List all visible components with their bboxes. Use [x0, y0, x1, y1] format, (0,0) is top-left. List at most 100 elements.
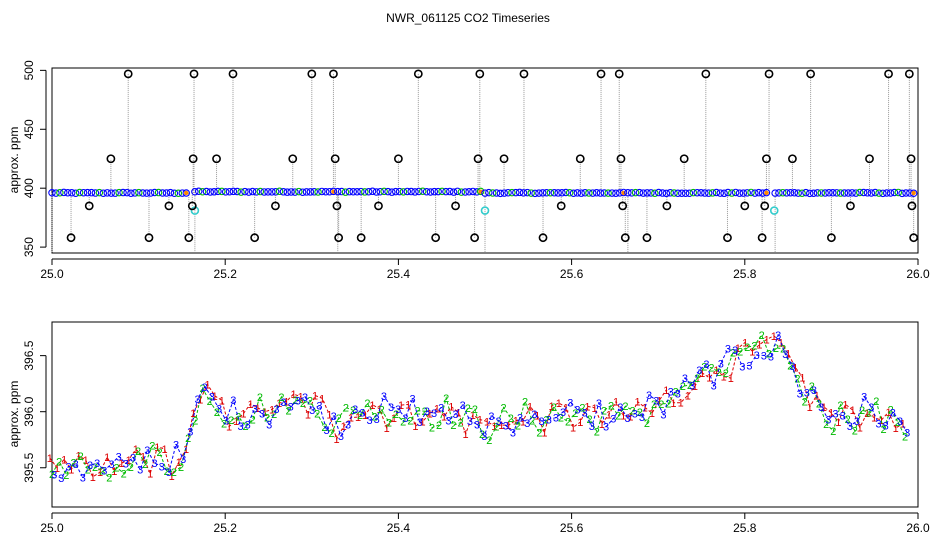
series-2-marker: 2 [852, 426, 858, 438]
data-point [248, 187, 257, 196]
series-2-marker: 2 [723, 368, 729, 380]
series-2-line [51, 333, 906, 479]
series-1-marker: 1 [412, 421, 418, 433]
series-2-marker: 2 [300, 398, 306, 410]
data-point [415, 187, 423, 196]
data-point [782, 189, 791, 197]
outlier-point [614, 69, 624, 79]
series-1-marker: 1 [233, 416, 239, 428]
series-2-marker: 2 [443, 393, 449, 405]
series-3-marker: 3 [861, 392, 867, 404]
series-2-marker: 2 [708, 363, 714, 375]
data-point [512, 188, 520, 197]
bottom-x-axis: 25.0 25.2 25.4 25.6 25.8 26.0 [40, 512, 930, 535]
series-2-marker: 2 [501, 403, 507, 415]
bottom-panel: approx. ppm 25.0 25.2 25.4 25.6 25.8 26.0 395… [7, 321, 930, 535]
series-3-marker: 3 [266, 419, 272, 431]
series-2-marker: 2 [328, 428, 334, 440]
series-3-marker: 3 [517, 413, 523, 425]
series-2-marker: 2 [651, 399, 657, 411]
data-point [554, 189, 562, 197]
series-1-marker: 1 [391, 413, 397, 425]
series-3-marker: 3 [280, 397, 286, 409]
data-point [569, 189, 578, 198]
series-1-marker: 1 [427, 409, 433, 421]
series-2-marker: 2 [278, 392, 284, 404]
series-3-marker: 3 [782, 349, 788, 361]
series-1-marker: 1 [764, 334, 770, 346]
series-1-marker: 1 [405, 399, 411, 411]
series-3-marker: 3 [187, 427, 193, 439]
top-plot-frame [51, 67, 919, 254]
chart-title: NWR_061125 CO2 Timeseries [386, 11, 550, 25]
series-3-marker: 3 [732, 345, 738, 357]
data-point [279, 188, 288, 196]
series-1-marker: 1 [850, 405, 856, 417]
data-point [154, 188, 163, 197]
data-point [662, 189, 671, 198]
series-2-marker: 2 [293, 395, 299, 407]
series-3-marker: 3 [216, 403, 222, 415]
series-1-marker: 1 [685, 390, 691, 402]
series-2-marker: 2 [407, 415, 413, 427]
data-point [697, 188, 705, 197]
outlier-point [662, 201, 672, 211]
data-point [245, 188, 253, 196]
series-3-marker: 3 [775, 330, 781, 342]
series-3-marker: 3 [883, 420, 889, 432]
series-2-marker: 2 [221, 418, 227, 430]
series-3-marker: 3 [754, 350, 760, 362]
data-point [739, 189, 748, 197]
series-3-marker: 3 [273, 404, 279, 416]
series-3-marker: 3 [65, 462, 71, 474]
series-3-marker: 3 [108, 459, 114, 471]
series-2-marker: 2 [493, 421, 499, 433]
series-3-marker: 3 [410, 394, 416, 406]
data-point [898, 189, 906, 198]
series-3-marker: 3 [746, 360, 752, 372]
series-2-marker: 2 [658, 399, 664, 411]
series-1-marker: 1 [154, 442, 160, 454]
data-point [724, 188, 732, 197]
data-point [813, 189, 822, 197]
data-point [268, 188, 276, 196]
outlier-point [846, 201, 855, 211]
series-2-marker: 2 [630, 406, 636, 418]
series-3-marker: 3 [488, 411, 494, 423]
series-2-marker: 2 [744, 342, 750, 354]
top-y-tick-label: 400 [22, 178, 36, 198]
series-3-marker: 3 [531, 409, 537, 421]
data-point [728, 189, 736, 197]
series-3-marker: 3 [510, 427, 516, 439]
series-1-marker: 1 [190, 408, 196, 420]
series-3-marker: 3 [374, 414, 380, 426]
data-point [434, 187, 442, 196]
data-point [558, 189, 566, 197]
series-2-marker: 2 [336, 413, 342, 425]
series-3-marker: 3 [460, 400, 466, 412]
series-3-marker: 3 [381, 391, 387, 403]
data-point [127, 189, 135, 198]
series-3-marker: 3 [367, 415, 373, 427]
series-2-marker: 2 [687, 380, 693, 392]
data-point [345, 187, 354, 196]
data-point [166, 188, 175, 197]
series-3-marker: 3 [524, 418, 530, 430]
series-3-marker: 3 [316, 400, 322, 412]
series-1-marker: 1 [828, 408, 834, 420]
data-point [817, 189, 826, 197]
data-point [902, 189, 910, 197]
series-1-marker: 1 [592, 403, 598, 415]
bottom-plot-frame [51, 321, 919, 508]
bottom-y-tick-label: 395.5 [22, 452, 36, 482]
outlier-point [764, 69, 774, 79]
series-3-marker: 3 [73, 459, 79, 471]
series-3-marker: 3 [503, 421, 509, 433]
data-point [731, 188, 740, 197]
series-2-marker: 2 [350, 405, 356, 417]
data-point [411, 188, 419, 196]
data-point [832, 189, 841, 197]
series-2-marker: 2 [587, 414, 593, 426]
data-point [295, 187, 303, 196]
series-3-marker: 3 [402, 413, 408, 425]
